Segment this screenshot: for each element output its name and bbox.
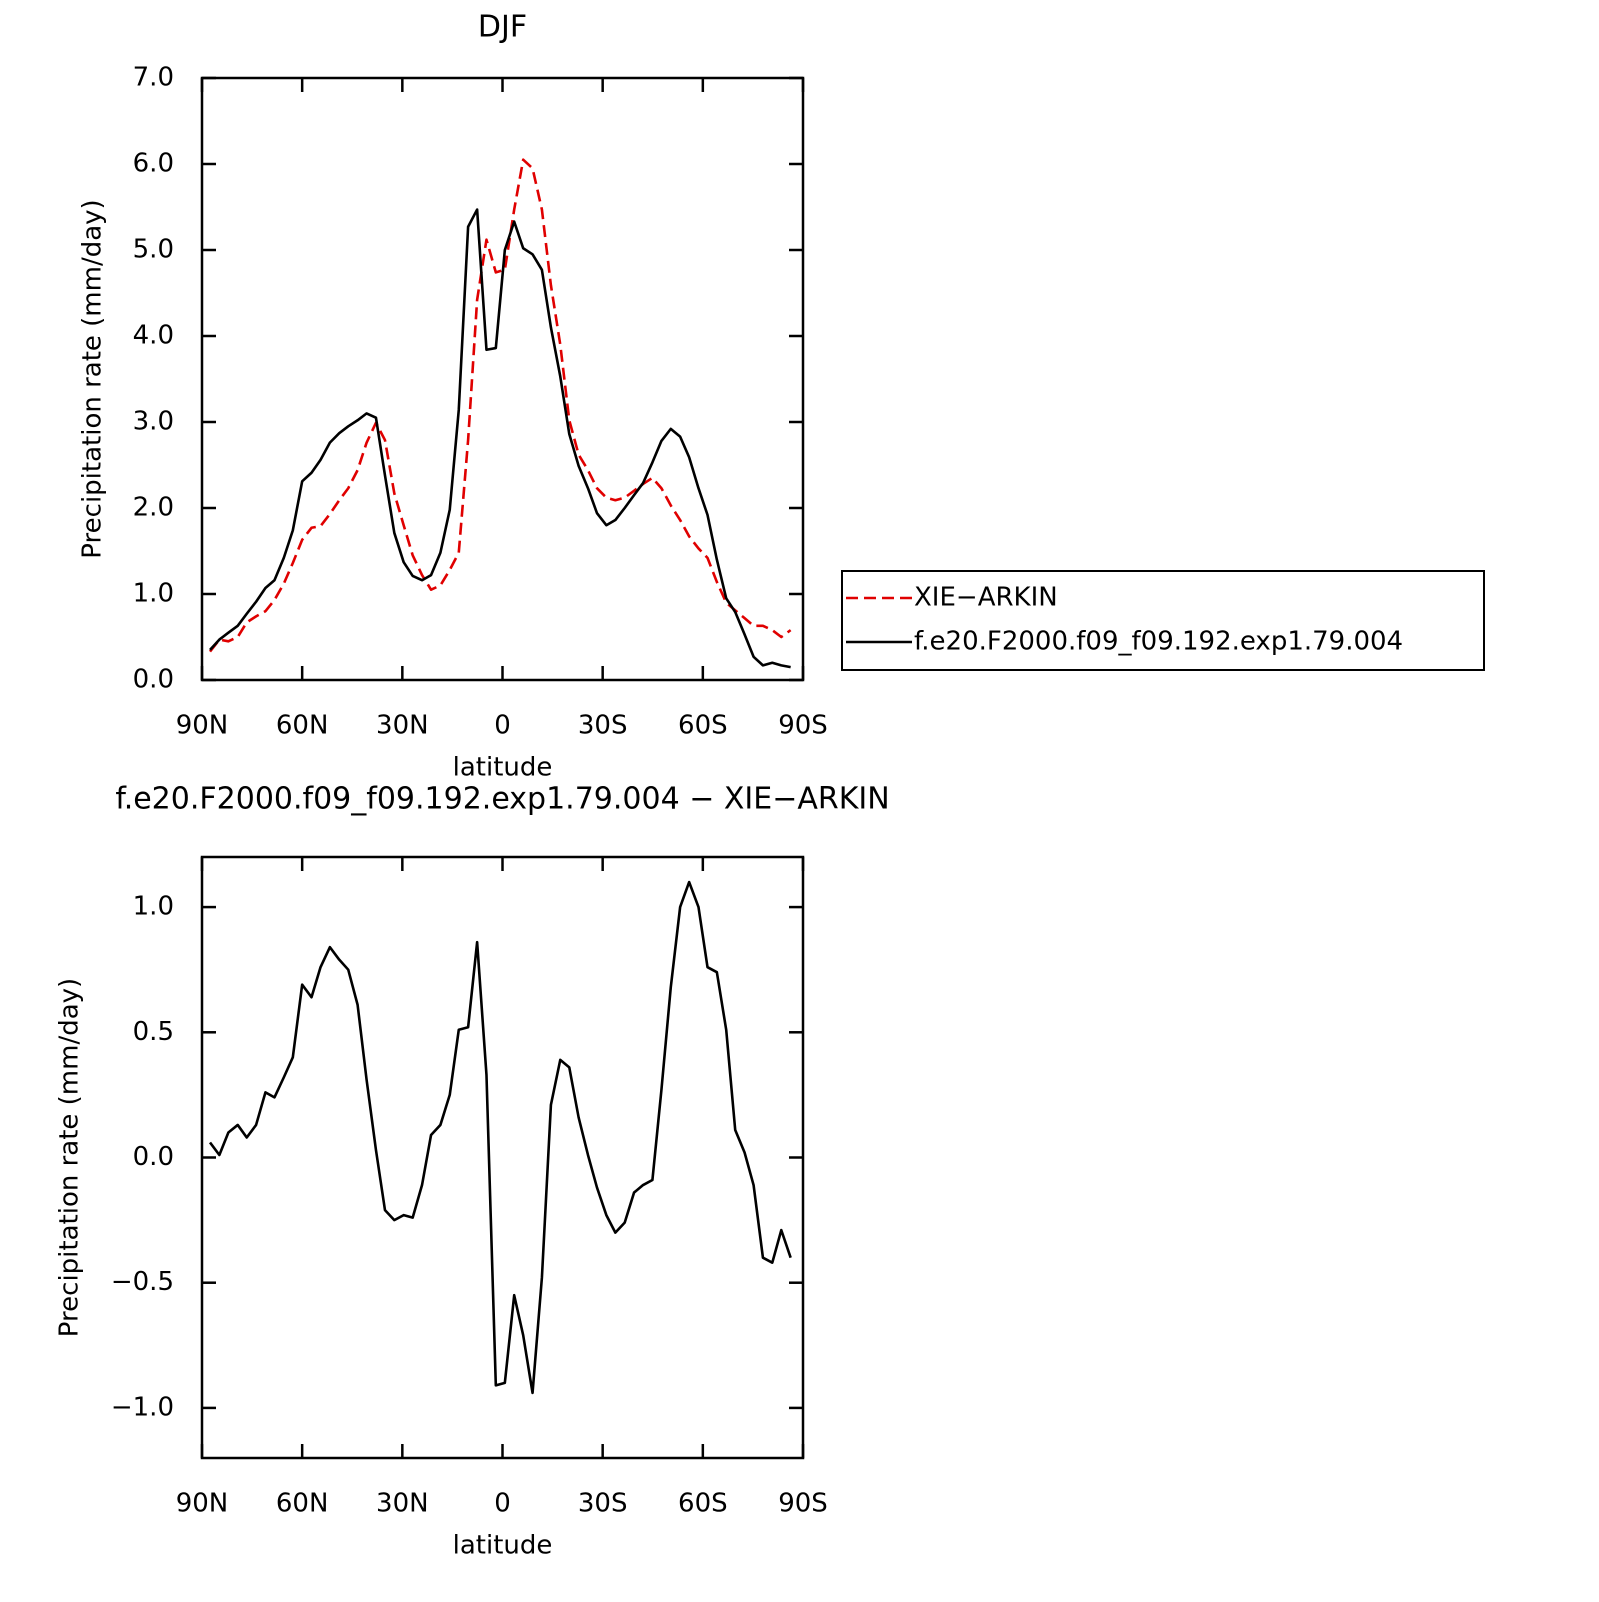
data-line bbox=[208, 158, 792, 653]
y-tick-label: −0.5 bbox=[111, 1267, 174, 1297]
y-tick-label: 5.0 bbox=[133, 235, 174, 265]
y-axis-label: Precipitation rate (mm/day) bbox=[78, 199, 108, 558]
x-tick-label: 90S bbox=[778, 711, 828, 741]
x-tick-label: 30S bbox=[578, 1489, 628, 1519]
y-tick-label: 0.0 bbox=[133, 1142, 174, 1172]
chart-title: DJF bbox=[478, 10, 527, 45]
data-line bbox=[209, 208, 791, 669]
x-tick-label: 60N bbox=[276, 1489, 329, 1519]
legend-box bbox=[841, 570, 1485, 671]
x-tick-label: 60S bbox=[678, 1489, 728, 1519]
y-axis-label: Precipitation rate (mm/day) bbox=[55, 978, 85, 1337]
chart-title: f.e20.F2000.f09_f09.192.exp1.79.004 − XI… bbox=[115, 782, 889, 817]
x-tick-label: 60S bbox=[678, 711, 728, 741]
x-tick-label: 30S bbox=[578, 711, 628, 741]
y-tick-label: −1.0 bbox=[111, 1392, 174, 1422]
x-tick-label: 90N bbox=[176, 711, 229, 741]
plot-frame bbox=[200, 76, 805, 682]
x-axis-label: latitude bbox=[453, 1531, 553, 1561]
y-tick-label: 3.0 bbox=[133, 407, 174, 437]
y-tick-label: 7.0 bbox=[133, 63, 174, 93]
x-tick-label: 30N bbox=[376, 711, 429, 741]
plot-frame bbox=[200, 855, 805, 1460]
y-tick-label: 1.0 bbox=[133, 892, 174, 922]
x-tick-label: 90N bbox=[176, 1489, 229, 1519]
y-tick-label: 2.0 bbox=[133, 493, 174, 523]
x-tick-label: 30N bbox=[376, 1489, 429, 1519]
x-axis-label: latitude bbox=[453, 753, 553, 783]
y-tick-label: 1.0 bbox=[133, 579, 174, 609]
y-tick-label: 0.5 bbox=[133, 1017, 174, 1047]
data-line bbox=[208, 880, 792, 1395]
x-tick-label: 0 bbox=[494, 711, 511, 741]
legend-label: f.e20.F2000.f09_f09.192.exp1.79.004 bbox=[914, 627, 1403, 657]
x-tick-label: 60N bbox=[276, 711, 329, 741]
x-tick-label: 90S bbox=[778, 1489, 828, 1519]
legend-label: XIE−ARKIN bbox=[914, 583, 1058, 613]
y-tick-label: 6.0 bbox=[133, 149, 174, 179]
y-tick-label: 4.0 bbox=[133, 321, 174, 351]
y-tick-label: 0.0 bbox=[133, 665, 174, 695]
x-tick-label: 0 bbox=[494, 1489, 511, 1519]
